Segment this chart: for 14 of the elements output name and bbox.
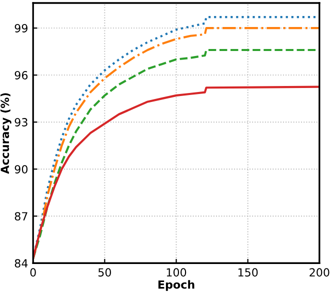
x-tick-label: 200: [310, 268, 330, 277]
y-tick-label: 90: [14, 165, 28, 174]
y-tick-label: 99: [14, 24, 28, 32]
y-tick-label: 87: [14, 212, 28, 220]
x-tick-label: 50: [98, 268, 112, 277]
line-series: [33, 86, 320, 260]
x-tick-label: 0: [30, 268, 36, 277]
x-axis-title: Epoch: [158, 280, 194, 291]
y-axis-title: Accuracy (%): [0, 93, 12, 174]
y-tick-label: 96: [14, 71, 28, 80]
y-tick-label: 84: [14, 259, 28, 268]
y-tick-label: 93: [14, 118, 28, 126]
x-tick-label: 100: [166, 268, 186, 277]
x-tick-label: 150: [238, 268, 258, 277]
